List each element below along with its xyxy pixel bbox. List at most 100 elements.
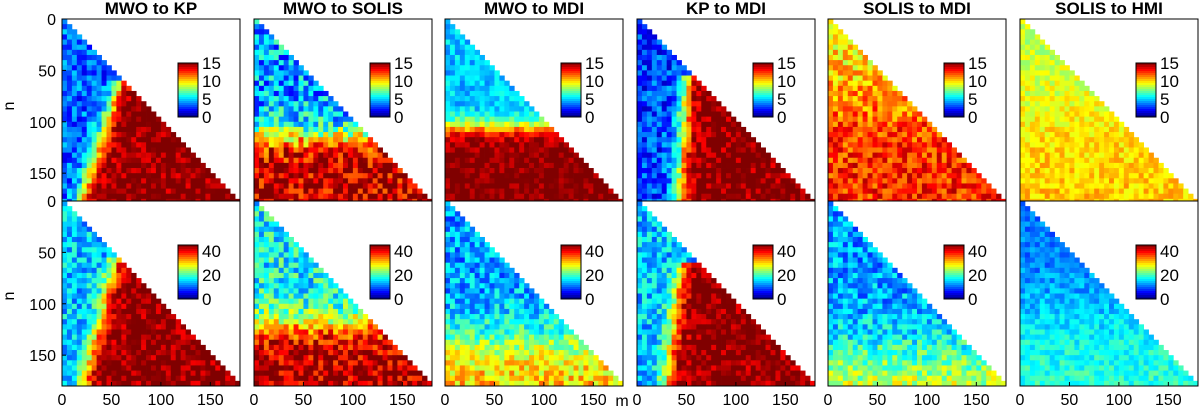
heatmap-cell [313,90,319,97]
heatmap-cell [126,142,132,148]
heatmap-cell [681,106,687,112]
heatmap-cell [66,278,73,284]
heatmap-cell [730,132,737,138]
heatmap-cell [828,54,834,61]
heatmap-cell [136,308,142,315]
heatmap-cell [469,54,476,61]
heatmap-cell [1069,126,1075,133]
heatmap-cell [116,157,122,164]
heatmap-cell [474,85,481,92]
heatmap-cell [548,168,555,174]
heatmap-cell [76,49,83,56]
heatmap-cell [303,183,309,189]
heatmap-cell [81,44,88,51]
heatmap-cell [882,178,888,184]
heatmap-cell [1074,111,1080,118]
heatmap-cell [961,183,967,189]
heatmap-cell [716,178,722,184]
heatmap-cell [308,142,314,148]
heatmap-cell [504,121,510,128]
heatmap-cell [745,142,752,148]
heatmap-cell [514,96,520,102]
heatmap-cell [126,375,132,382]
heatmap-cell [1074,101,1080,107]
heatmap-cell [91,329,98,336]
heatmap-cell [641,157,648,164]
heatmap-cell [412,183,418,189]
heatmap-cell [509,137,515,143]
heatmap-cell [755,173,762,179]
heatmap-cell [1178,193,1184,200]
heatmap-cell [489,193,495,200]
heatmap-cell [832,193,839,200]
heatmap-cell [263,183,270,189]
heatmap-cell [86,54,93,61]
heatmap-cell [288,60,294,66]
colorbar-step [944,67,964,70]
heatmap-cell [745,173,752,179]
heatmap-cell [1113,142,1120,148]
heatmap-cell [352,178,359,184]
heatmap-cell [745,168,752,174]
heatmap-cell [76,303,83,310]
heatmap-cell [553,147,560,154]
heatmap-cell [86,293,93,300]
heatmap-cell [155,324,162,330]
heatmap-cell [323,193,329,200]
heatmap-cell [155,162,162,169]
heatmap-cell [372,162,379,169]
heatmap-cell [136,111,142,118]
heatmap-cell [76,339,83,346]
heatmap-cell [298,101,304,107]
heatmap-cell [583,193,589,200]
heatmap-cell [62,283,68,289]
heatmap-cell [499,137,505,143]
heatmap-cell [106,137,112,143]
heatmap-cell [131,121,137,128]
heatmap-cell [62,188,68,195]
heatmap-cell [445,162,451,169]
heatmap-cell [116,324,122,330]
heatmap-cell [637,96,643,102]
heatmap-cell [1044,188,1051,195]
heatmap-cell [711,173,717,179]
heatmap-cell [347,178,354,184]
heatmap-cell [155,168,162,174]
heatmap-cell [155,355,162,361]
heatmap-cell [1168,173,1174,179]
heatmap-cell [131,188,137,195]
heatmap-cell [165,152,172,159]
heatmap-cell [1059,142,1065,148]
heatmap-cell [136,344,142,351]
heatmap-cell [921,126,928,133]
heatmap-cell [180,339,187,346]
heatmap-cell [775,188,781,195]
heatmap-cell [116,298,122,305]
heatmap-cell [66,178,73,184]
heatmap-cell [160,380,167,387]
heatmap-cell [558,147,565,154]
heatmap-cell [1039,39,1046,46]
heatmap-cell [175,355,182,361]
heatmap-cell [1039,173,1046,179]
heatmap-cell [852,49,859,56]
heatmap-cell [343,178,349,184]
heatmap-cell [1143,188,1149,195]
heatmap-cell [828,121,834,128]
heatmap-cell [872,157,878,164]
y-tick-label: 50 [38,245,56,262]
heatmap-cell [519,132,525,138]
heatmap-cell [101,339,107,346]
heatmap-cell [686,101,692,107]
heatmap-cell [195,370,201,377]
heatmap-cell [308,126,314,133]
heatmap-cell [62,252,68,258]
heatmap-cell [66,283,73,289]
heatmap-cell [971,168,977,174]
heatmap-cell [71,252,78,258]
heatmap-cell [837,85,844,92]
heatmap-cell [1113,162,1120,169]
heatmap-cell [258,137,265,143]
heatmap-cell [651,106,658,112]
heatmap-cell [1029,126,1036,133]
